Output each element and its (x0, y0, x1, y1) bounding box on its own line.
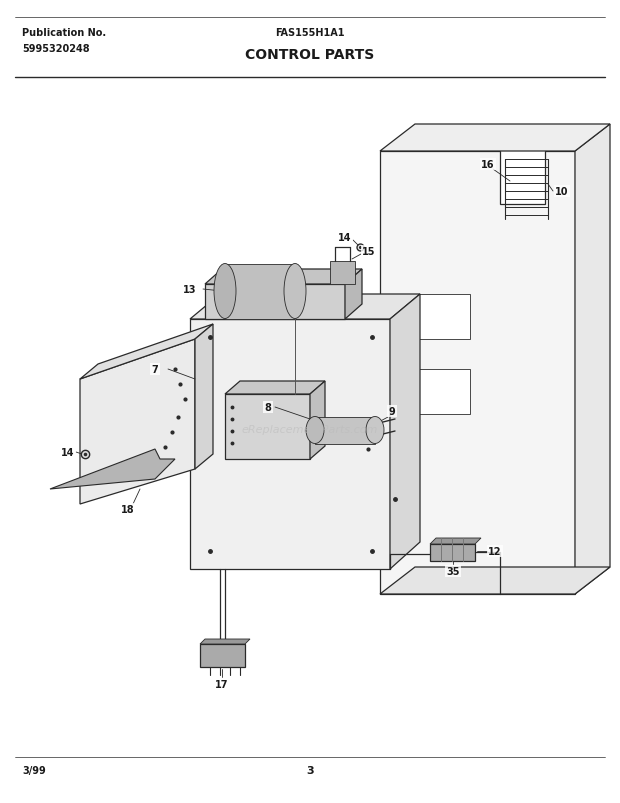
Ellipse shape (306, 417, 324, 444)
Polygon shape (195, 324, 213, 470)
Polygon shape (380, 152, 575, 594)
Text: 5995320248: 5995320248 (22, 44, 90, 54)
Polygon shape (200, 644, 245, 667)
Text: 7: 7 (152, 365, 158, 374)
Polygon shape (225, 265, 295, 320)
Text: 14: 14 (339, 233, 352, 243)
Text: 15: 15 (362, 247, 376, 257)
Text: 17: 17 (215, 679, 229, 689)
Polygon shape (80, 324, 213, 380)
Text: CONTROL PARTS: CONTROL PARTS (246, 48, 374, 62)
Polygon shape (50, 450, 175, 489)
Polygon shape (205, 270, 362, 284)
Text: 12: 12 (488, 546, 502, 556)
Polygon shape (315, 418, 375, 444)
Polygon shape (345, 270, 362, 320)
Text: 18: 18 (121, 504, 135, 515)
Polygon shape (190, 295, 420, 320)
Ellipse shape (366, 417, 384, 444)
Text: Publication No.: Publication No. (22, 28, 106, 38)
Polygon shape (200, 639, 250, 644)
Polygon shape (430, 544, 475, 561)
Text: FAS155H1A1: FAS155H1A1 (275, 28, 345, 38)
Text: 3/99: 3/99 (22, 765, 46, 775)
Polygon shape (330, 262, 355, 284)
Text: 14: 14 (61, 447, 75, 458)
Polygon shape (225, 381, 325, 394)
Polygon shape (190, 320, 390, 569)
Text: 35: 35 (446, 566, 460, 577)
Polygon shape (225, 394, 310, 459)
Text: 9: 9 (389, 406, 396, 417)
Polygon shape (415, 295, 470, 340)
Polygon shape (205, 284, 345, 320)
Text: 10: 10 (555, 187, 569, 197)
Polygon shape (380, 567, 610, 594)
Polygon shape (430, 538, 481, 544)
Polygon shape (575, 124, 610, 594)
Ellipse shape (214, 264, 236, 319)
Text: eReplacementParts.com: eReplacementParts.com (242, 425, 378, 434)
Ellipse shape (284, 264, 306, 319)
Polygon shape (80, 340, 195, 504)
Polygon shape (380, 124, 610, 152)
Text: 13: 13 (184, 284, 197, 295)
Polygon shape (415, 369, 470, 414)
Text: 3: 3 (306, 765, 314, 775)
Text: 16: 16 (481, 160, 495, 169)
Polygon shape (390, 295, 420, 569)
Text: 8: 8 (265, 402, 272, 413)
Polygon shape (310, 381, 325, 459)
